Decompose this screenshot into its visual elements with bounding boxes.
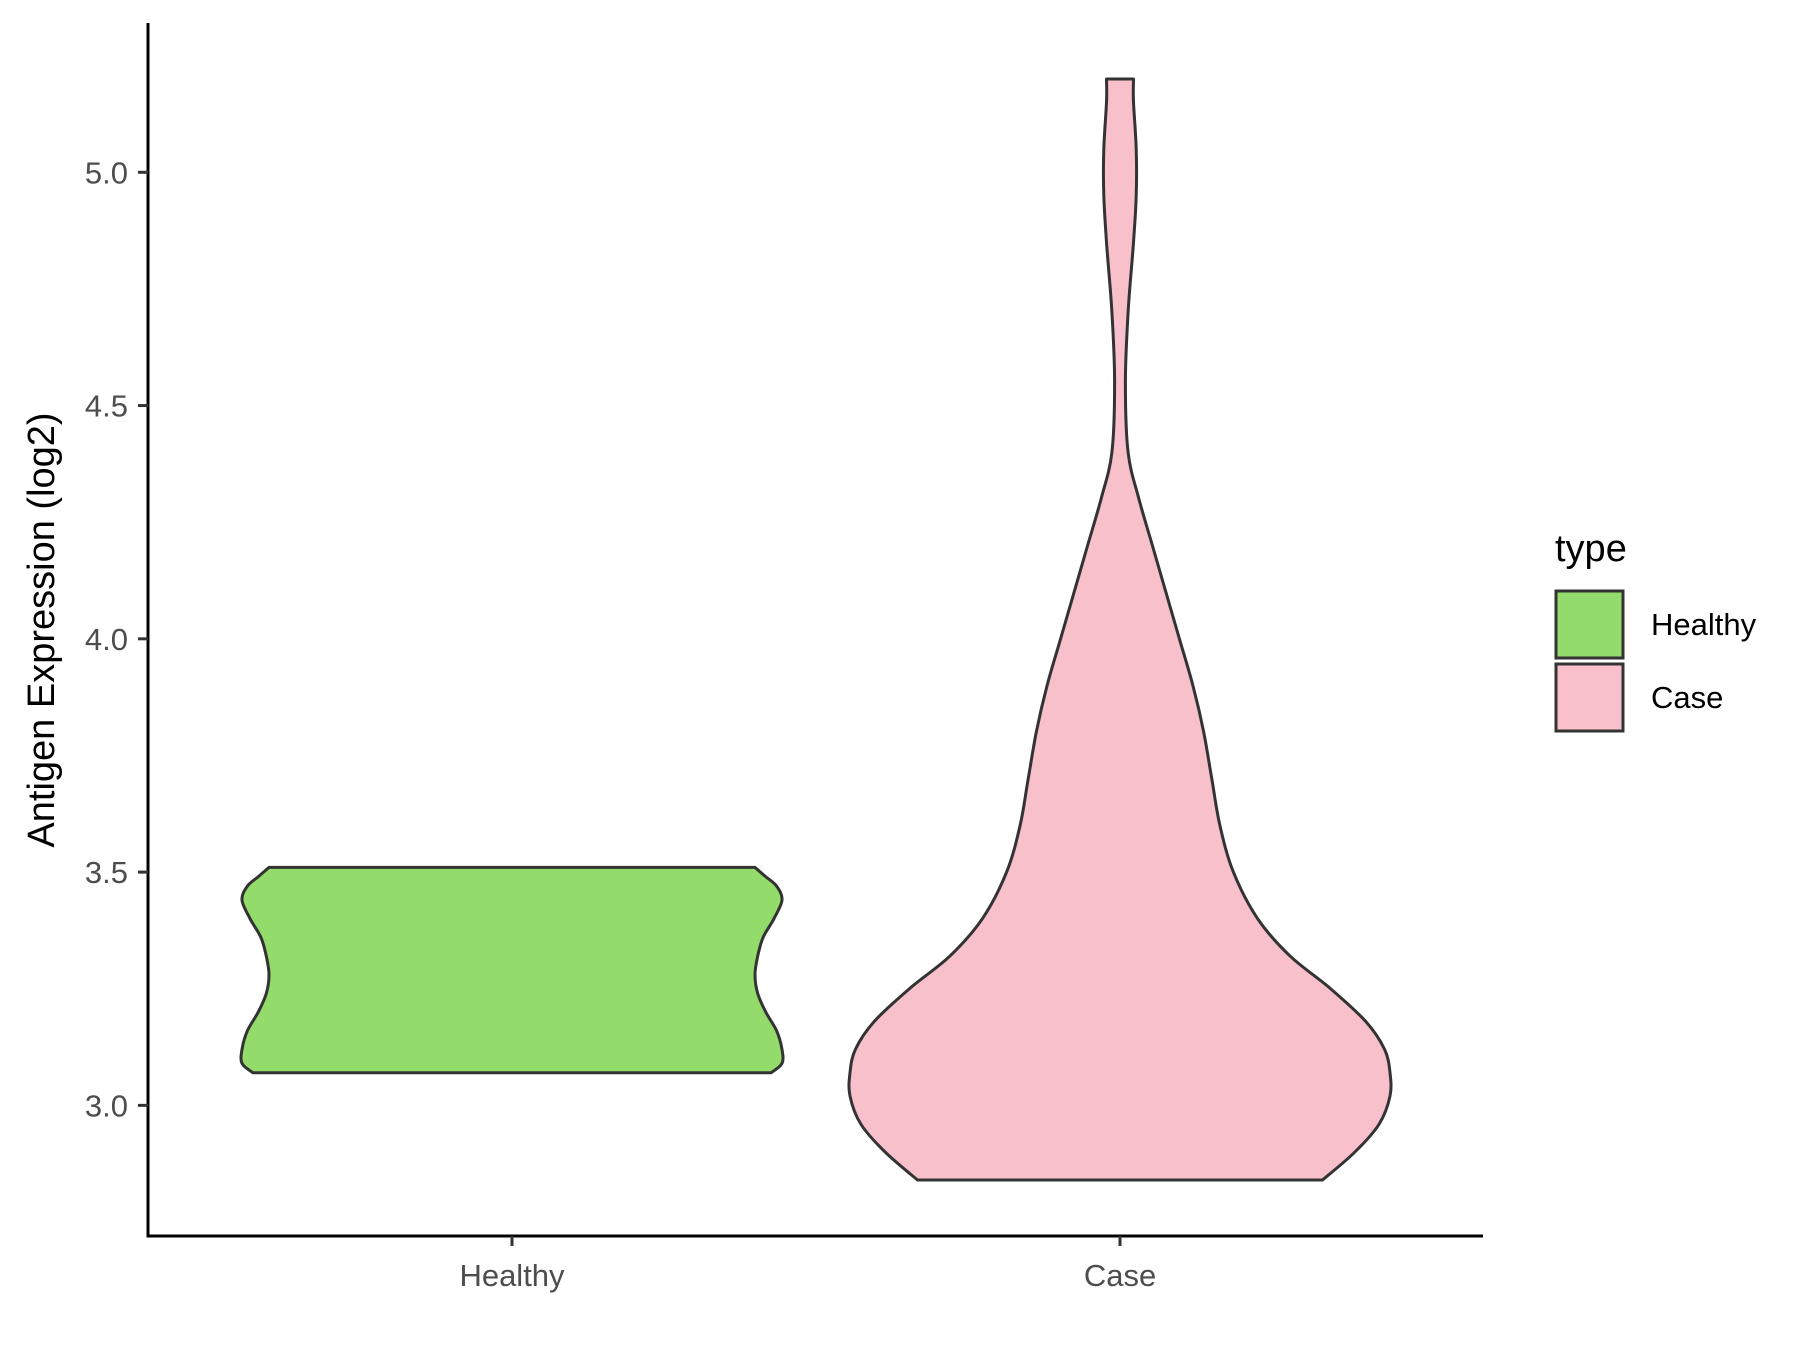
axes-layer [146, 23, 1483, 1238]
legend: type Healthy Case [1554, 528, 1757, 733]
legend-label: Healthy [1651, 607, 1757, 642]
legend-title: type [1555, 528, 1627, 570]
legend-items: Healthy Case [1554, 589, 1757, 733]
y-tick-label: 3.5 [85, 855, 128, 890]
x-tick-label: Healthy [459, 1258, 565, 1293]
legend-swatch [1554, 589, 1625, 660]
x-tick-label: Case [1084, 1258, 1156, 1293]
y-axis-title: Antigen Expression (log2) [21, 412, 63, 847]
y-ticks-layer: 3.0 3.5 4.0 4.5 5.0 [85, 155, 148, 1123]
violin-case [847, 77, 1393, 1182]
violins-layer [239, 77, 1393, 1182]
y-tick-label: 3.0 [85, 1088, 128, 1123]
legend-label: Case [1651, 680, 1723, 715]
y-tick-label: 5.0 [85, 155, 128, 190]
y-tick-label: 4.5 [85, 389, 128, 424]
x-ticks-layer: Healthy Case [459, 1236, 1156, 1293]
legend-swatch [1554, 662, 1625, 733]
y-tick-label: 4.0 [85, 622, 128, 657]
violin-healthy [239, 865, 785, 1075]
